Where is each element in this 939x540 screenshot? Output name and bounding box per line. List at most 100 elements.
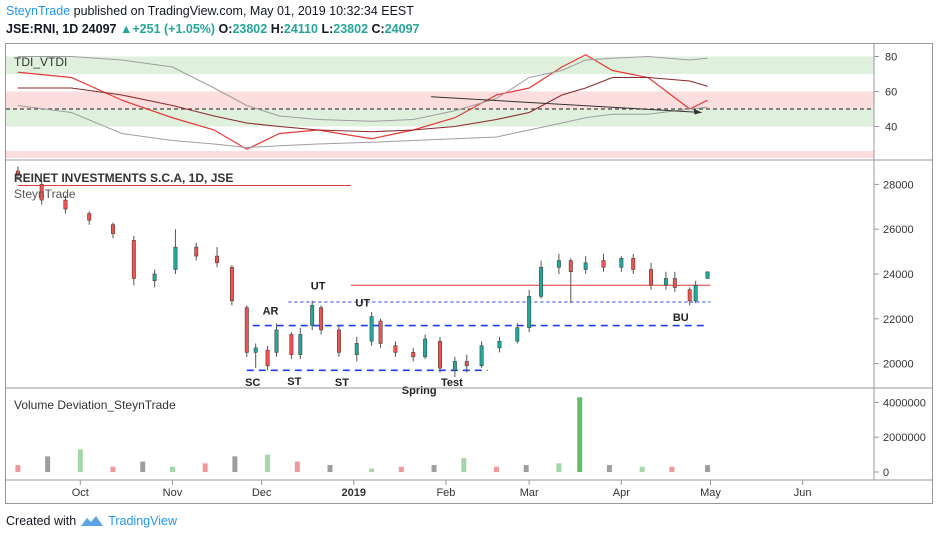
time-tick-label: Jun [794, 487, 812, 499]
divergence-arrowhead-icon [693, 108, 702, 115]
published-text: published on TradingView.com, May 01, 20… [73, 4, 414, 18]
candle-body [265, 349, 270, 367]
tdi-tick-label: 60 [885, 87, 897, 99]
candle-body [539, 267, 544, 297]
volume-bar [556, 463, 562, 472]
wyckoff-label: AR [263, 305, 279, 317]
footer: Created with TradingView [6, 514, 177, 528]
volume-bar [431, 465, 437, 472]
tdi-series-line [17, 55, 708, 122]
wyckoff-label: SC [245, 377, 260, 389]
candle-body [173, 246, 178, 270]
tdi-band-upper [6, 56, 874, 74]
candle-body [438, 340, 442, 369]
candle-body [693, 284, 698, 302]
volume-tick-label: 4000000 [883, 397, 926, 409]
price-tick-label: 24000 [883, 269, 914, 281]
volume-bar [265, 454, 271, 472]
overlay-label: SteynTrade [14, 187, 76, 201]
axes: 80 60 40 28000 26000 24000 22000 20000 4000000 20… [5, 43, 933, 499]
publisher-name[interactable]: SteynTrade [6, 4, 71, 18]
time-tick-label: Dec [252, 487, 272, 499]
time-tick-label: Oct [72, 487, 89, 499]
time-tick-label: Apr [613, 487, 630, 499]
volume-bar [294, 461, 300, 472]
candle-body [289, 334, 294, 355]
candle-body [464, 361, 469, 367]
candle-body [111, 224, 115, 234]
wyckoff-label: Test [441, 377, 463, 389]
candle-body [663, 278, 668, 286]
candle-body [39, 184, 44, 201]
symbol: JSE:RNI, 1D [6, 22, 79, 36]
price-title: REINET INVESTMENTS S.C.A, 1D, JSE [14, 171, 233, 185]
volume-tick-label: 2000000 [883, 432, 926, 444]
publisher-line: SteynTrade published on TradingView.com,… [6, 4, 414, 18]
volume-tick-label: 0 [883, 467, 889, 479]
price-tick-label: 26000 [883, 224, 914, 236]
volume-bar [523, 465, 529, 472]
time-tick-label: May [700, 487, 721, 499]
tdi-tick-label: 80 [885, 52, 897, 64]
volume-bar [110, 466, 116, 472]
candle-body [229, 267, 234, 302]
candle-body [687, 289, 692, 302]
low-value: 23802 [333, 22, 369, 36]
volume-bar [705, 465, 711, 472]
wyckoff-label: UT [355, 297, 370, 309]
candle-body [274, 329, 279, 353]
wyckoff-label: Spring [402, 385, 437, 397]
candle-body [194, 246, 199, 257]
candle-body [244, 307, 249, 353]
candle-body [568, 260, 573, 273]
tdi-series-line [17, 76, 708, 133]
candle-body [479, 345, 484, 367]
volume-bar [202, 463, 208, 472]
candle-body [411, 352, 416, 358]
tdi-band-red [6, 91, 874, 109]
candle-body [601, 260, 606, 268]
low-label: L: [321, 22, 334, 36]
candle-body [672, 278, 677, 288]
high-value: 24110 [283, 22, 318, 36]
wyckoff-label: ST [287, 376, 301, 388]
volume-bar [45, 456, 51, 472]
volume-bar [369, 468, 375, 472]
divergence-arrow-line [431, 96, 702, 113]
quote-line: JSE:RNI, 1D 24097 ▲+251 (+1.05%) O:23802… [6, 22, 419, 36]
candle-body [15, 170, 20, 176]
price-tick-label: 22000 [883, 314, 914, 326]
candle-body [497, 340, 502, 349]
tdi-pane: TDI_VTDI [6, 54, 874, 158]
candle-body [619, 258, 624, 268]
created-with-text: Created with [6, 514, 77, 528]
candle-body [319, 307, 324, 331]
open-value: 23802 [232, 22, 268, 36]
time-tick-label: Mar [520, 487, 539, 499]
wyckoff-label: ST [335, 377, 349, 389]
candle-body [556, 260, 561, 268]
open-label: O: [218, 22, 233, 36]
candle-body [515, 327, 520, 342]
volume-bar [606, 465, 612, 472]
tradingview-brand[interactable]: TradingView [108, 514, 177, 528]
candle-body [152, 273, 157, 281]
volume-bar [140, 461, 146, 472]
close-label: C: [371, 22, 385, 36]
volume-bar [461, 458, 467, 472]
candle-body [423, 338, 428, 358]
candle-body [452, 361, 457, 371]
price-pane: SC AR ST UT ST UT Spring Test BU REINET INVESTMEN… [14, 166, 711, 397]
high-label: H: [270, 22, 284, 36]
tdi-series-line [17, 105, 708, 149]
candle-body [298, 334, 303, 355]
candle-body [310, 305, 315, 326]
tdi-band-bottom [6, 151, 874, 158]
time-tick-label: Nov [163, 487, 183, 499]
time-tick-label: 2019 [342, 487, 366, 499]
candle-body [336, 329, 341, 353]
candle-body [354, 343, 359, 355]
candle-body [215, 255, 220, 264]
volume-bar [639, 466, 645, 472]
